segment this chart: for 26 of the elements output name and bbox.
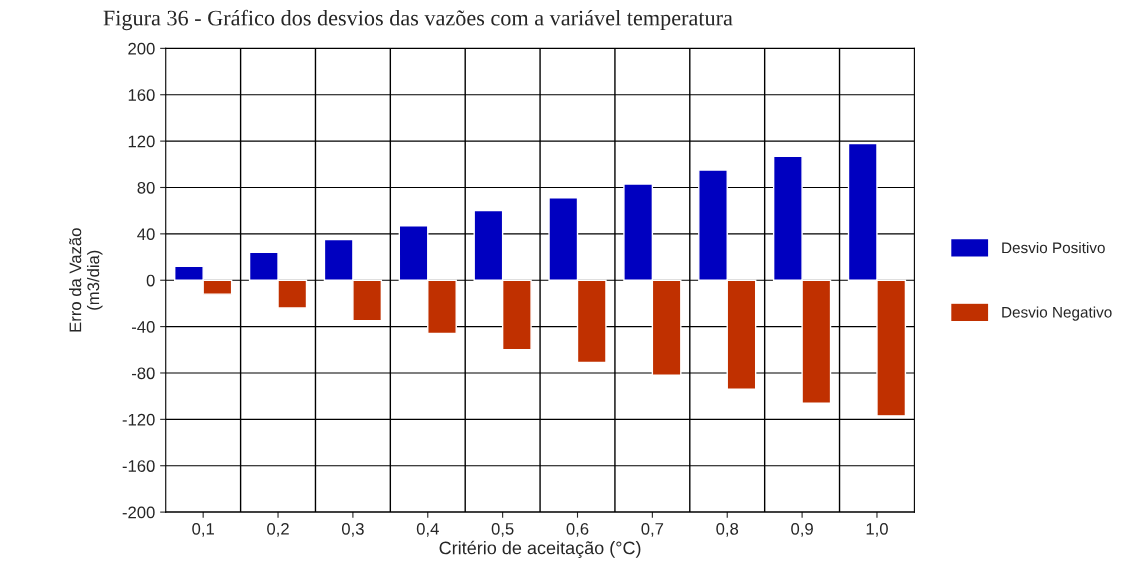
x-tick-label: 0,5 [491,522,514,537]
y-tick-label: -80 [131,367,155,380]
legend-label: Desvio Negativo [1002,306,1112,321]
y-tick-label: 0 [146,274,155,287]
x-tick-label: 0,8 [716,522,739,537]
y-tick-label: 40 [137,228,155,241]
y-tick-label: 160 [128,89,155,101]
x-tick-label: 0,2 [267,522,289,537]
x-tick-label: 0,1 [192,522,214,537]
x-axis-title: Critério de aceitação (°C) [439,540,641,558]
x-tick-label: 1,0 [866,522,888,537]
y-tick-label: -120 [122,413,155,426]
legend-label: Desvio Positivo [1002,241,1105,254]
y-tick-label: -40 [131,321,155,333]
y-tick-label: -200 [122,506,155,519]
x-tick-label: 0,7 [641,522,664,537]
chart-title: Figura 36 - Gráfico dos desvios das vazões com a variável temperatura [103,9,733,31]
x-tick-label: 0,4 [416,522,439,537]
y-tick-label: 80 [137,181,155,194]
y-tick-label: 200 [128,42,155,55]
y-tick-label: -160 [122,460,155,472]
x-tick-label: 0,6 [566,522,589,537]
y-axis-title: Erro da Vazão (m3/dia) [69,228,103,332]
x-tick-label: 0,3 [341,522,364,537]
y-tick-label: 120 [128,135,155,148]
x-tick-label: 0,9 [791,522,813,537]
